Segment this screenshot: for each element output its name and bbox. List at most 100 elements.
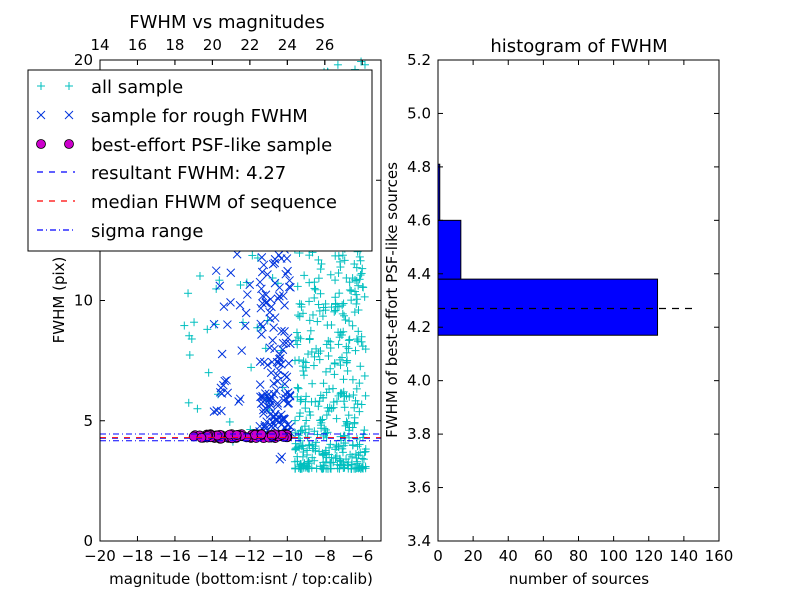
rough-fwhm-point bbox=[235, 394, 245, 404]
legend-marker-left bbox=[36, 110, 46, 120]
rough-fwhm-point bbox=[281, 338, 291, 348]
all-sample-point bbox=[326, 440, 335, 449]
rough-fwhm-point bbox=[209, 319, 219, 329]
rough-fwhm-point bbox=[222, 375, 231, 385]
all-sample-point bbox=[355, 379, 364, 388]
scatter-x-label: magnitude (bottom:isnt / top:calib) bbox=[109, 570, 373, 588]
all-sample-point bbox=[331, 293, 340, 302]
all-sample-point bbox=[343, 420, 352, 429]
rough-fwhm-point bbox=[276, 360, 286, 369]
rough-fwhm-point bbox=[257, 253, 267, 262]
legend-label-psf-like: best-effort PSF-like sample bbox=[91, 135, 332, 156]
rough-fwhm-point bbox=[258, 322, 267, 332]
all-sample-point bbox=[324, 351, 333, 360]
all-sample-point bbox=[291, 428, 300, 437]
all-sample-point bbox=[351, 275, 360, 284]
rough-fwhm-point bbox=[283, 266, 292, 276]
all-sample-point bbox=[344, 411, 353, 420]
all-sample-point bbox=[352, 263, 361, 272]
all-sample-point bbox=[358, 264, 367, 273]
all-sample-point bbox=[317, 259, 326, 268]
all-sample-point bbox=[322, 367, 331, 376]
all-sample-point bbox=[184, 398, 193, 407]
rough-fwhm-point bbox=[284, 398, 294, 408]
y-tick-label: 4.4 bbox=[407, 265, 431, 283]
all-sample-point bbox=[315, 397, 324, 406]
histogram-y-label: FWHM of best-effort PSF-like sources bbox=[383, 162, 401, 438]
rough-fwhm-point bbox=[226, 297, 235, 307]
all-sample-point bbox=[310, 293, 319, 302]
rough-fwhm-point bbox=[273, 398, 282, 408]
legend-label-sigma: sigma range bbox=[91, 221, 203, 242]
rough-fwhm-point bbox=[270, 258, 280, 268]
rough-fwhm-point bbox=[226, 268, 236, 278]
rough-fwhm-point bbox=[257, 330, 266, 339]
top-tick-label: 22 bbox=[240, 36, 259, 54]
all-sample-point bbox=[333, 464, 342, 473]
all-sample-point bbox=[290, 356, 299, 365]
all-sample-point bbox=[292, 328, 301, 337]
all-sample-point bbox=[295, 412, 304, 421]
all-sample-point bbox=[203, 325, 212, 334]
all-sample-point bbox=[326, 364, 335, 373]
all-sample-point bbox=[299, 371, 308, 380]
all-sample-point bbox=[293, 340, 302, 349]
all-sample-point bbox=[351, 396, 360, 405]
all-sample-point bbox=[346, 450, 355, 459]
all-sample-point bbox=[342, 342, 351, 351]
rough-fwhm-point bbox=[284, 359, 294, 368]
all-sample-point bbox=[304, 425, 313, 434]
rough-fwhm-point bbox=[275, 291, 284, 301]
all-sample-point bbox=[357, 269, 366, 278]
all-sample-point bbox=[319, 451, 328, 460]
all-sample-point bbox=[308, 310, 317, 319]
all-sample-point bbox=[340, 311, 349, 320]
legend-marker-circle bbox=[36, 139, 74, 149]
all-sample-point bbox=[305, 316, 314, 325]
all-sample-point bbox=[314, 255, 323, 264]
all-sample-point bbox=[334, 269, 343, 278]
rough-fwhm-point bbox=[268, 336, 278, 345]
rough-fwhm-point bbox=[211, 266, 221, 276]
all-sample-point bbox=[297, 442, 306, 451]
all-sample-point bbox=[348, 375, 357, 384]
rough-fwhm-point bbox=[223, 388, 233, 398]
histogram-bar bbox=[437, 219, 462, 280]
all-sample-point bbox=[322, 411, 331, 420]
all-sample-point bbox=[314, 300, 323, 309]
all-sample-point bbox=[305, 251, 314, 260]
histogram-x-label: number of sources bbox=[509, 570, 649, 588]
all-sample-point bbox=[312, 344, 321, 353]
all-sample-point bbox=[354, 451, 363, 460]
all-sample-point bbox=[296, 461, 305, 470]
legend-entry-psf-like: best-effort PSF-like sample bbox=[36, 135, 332, 156]
rough-fwhm-point bbox=[273, 294, 283, 304]
all-sample-point bbox=[348, 321, 357, 330]
x-tick-label: −12 bbox=[234, 547, 266, 565]
x-tick-label: 60 bbox=[534, 547, 553, 565]
all-sample-point bbox=[340, 256, 349, 265]
all-sample-point bbox=[305, 407, 314, 416]
all-sample-point bbox=[309, 361, 318, 370]
all-sample-point bbox=[345, 335, 354, 344]
rough-fwhm-point bbox=[267, 302, 276, 312]
all-sample-point bbox=[310, 352, 319, 361]
rough-fwhm-point bbox=[255, 380, 265, 389]
x-tick-label: −6 bbox=[351, 547, 373, 565]
all-sample-point bbox=[322, 340, 331, 349]
all-sample-point bbox=[307, 463, 316, 472]
all-sample-point bbox=[356, 256, 365, 265]
all-sample-point bbox=[321, 425, 330, 434]
all-sample-point bbox=[306, 326, 315, 335]
all-sample-point bbox=[350, 403, 359, 412]
all-sample-point bbox=[304, 350, 313, 359]
legend-marker-left bbox=[37, 82, 45, 90]
all-sample-point bbox=[344, 426, 353, 435]
all-sample-point bbox=[215, 276, 224, 285]
all-sample-point bbox=[360, 371, 369, 380]
all-sample-point bbox=[343, 460, 352, 469]
histogram-x-ticks: 0 20 40 60 80 100 120 140 160 bbox=[433, 60, 733, 565]
rough-fwhm-point bbox=[240, 321, 250, 331]
x-tick-label: 140 bbox=[670, 547, 699, 565]
rough-fwhm-point bbox=[280, 327, 289, 336]
